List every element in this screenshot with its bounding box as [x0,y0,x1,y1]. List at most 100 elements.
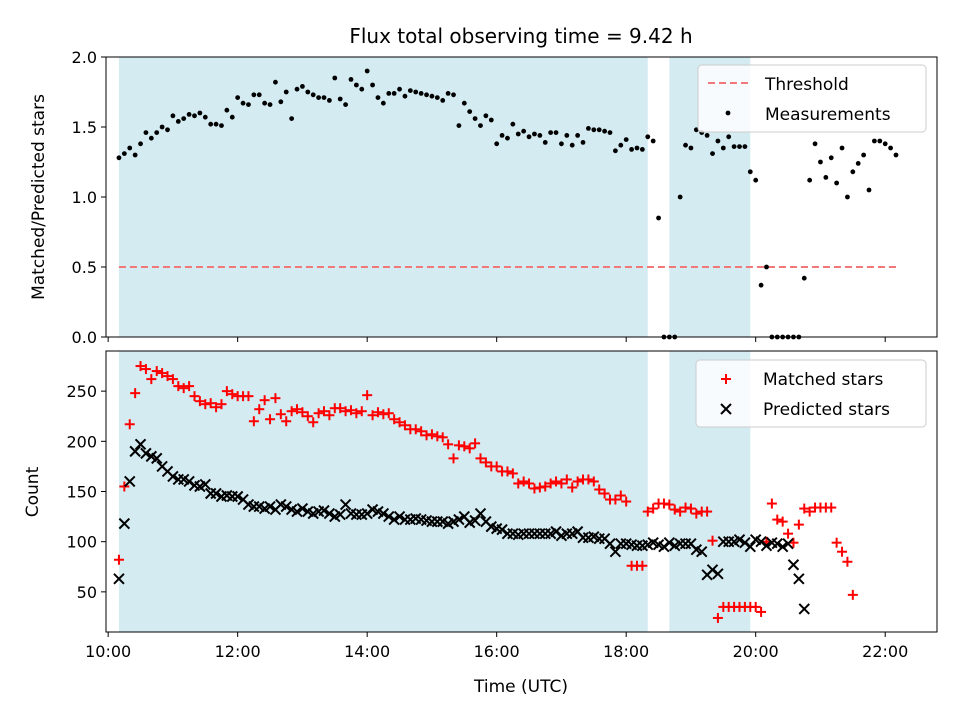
measurement-point [235,95,241,100]
measurement-point [143,130,149,136]
legend-predicted-swatch [720,403,732,415]
matched-star-point [124,419,135,430]
y-tick-label: 1.5 [72,118,97,137]
matched-star-point [540,481,551,492]
predicted-star-point [140,447,152,460]
measurement-point [828,155,834,161]
matched-star-point [130,388,141,399]
ratio-legend: Threshold Measurements [697,64,927,133]
matched-star-point [680,502,691,513]
measurement-point [192,113,197,119]
matched-star-point [162,371,173,382]
measurement-point [262,100,268,106]
measurement-point [720,145,726,151]
measurement-point [316,95,322,100]
measurement-point [289,116,295,121]
matched-star-point [389,414,400,425]
matched-star-point [113,554,124,565]
matched-star-point [702,506,713,517]
measurement-point [499,133,505,138]
measurement-point [845,194,850,200]
measurement-point [343,102,348,107]
matched-star-point [777,516,788,527]
measurement-point [612,148,618,154]
ratio-panel: 0.00.51.01.52.0 Matched/Predicted stars … [29,48,938,347]
measurement-point [370,82,375,88]
measurement-point [645,134,651,140]
matched-star-point [286,406,297,417]
measurement-point [623,137,629,143]
matched-star-point [831,537,842,548]
legend-matched-swatch [721,374,731,384]
measurement-point [127,145,133,151]
x-axis-label: Time (UTC) [473,677,568,697]
measurement-point [688,145,694,151]
measurement-point [591,127,597,133]
matched-star-point [200,399,211,410]
matched-star-point [783,528,794,539]
legend-box [695,359,927,428]
measurement-point [542,140,548,145]
matched-star-point [292,404,303,415]
matched-star-point [437,432,448,443]
matched-star-point [167,374,178,385]
predicted-star-point [124,475,136,488]
matched-star-point [621,496,632,507]
predicted-star-point [793,573,805,585]
measurement-point [251,92,257,98]
count-y-axis-label: Count [23,466,43,517]
matched-star-point [367,410,378,421]
matched-star-point [351,408,362,419]
matched-star-point [265,414,276,425]
measurement-point [407,88,413,93]
legend-measurements-swatch [725,110,731,116]
matched-star-point [464,443,475,454]
x-tick-label: 20:00 [733,642,779,661]
chart-title: Flux total observing time = 9.42 h [349,24,692,48]
predicted-star-point [469,514,481,527]
measurement-point [726,134,732,140]
matched-star-point [432,431,443,442]
measurement-point [607,130,613,136]
measurement-point [888,145,893,151]
measurement-point [710,151,715,157]
measurement-point [472,116,478,121]
matched-star-point [426,429,437,440]
matched-star-point [211,402,222,413]
matched-star-point [658,498,669,509]
matched-star-point [793,519,804,530]
matched-star-point [335,403,346,414]
measurement-point [677,194,683,200]
matched-star-point [297,407,308,418]
measurement-point [801,275,807,281]
legend-box [697,64,927,133]
matched-star-point [475,453,486,464]
matched-star-point [119,481,130,492]
measurement-point [219,123,224,128]
measurement-point [364,68,370,74]
matched-star-point [712,612,723,623]
measurement-point [537,133,543,138]
measurement-point [850,169,856,175]
measurement-point [321,95,327,100]
matched-star-point [594,484,605,495]
legend-predicted-label: Predicted stars [763,400,890,420]
matched-star-point [648,503,659,514]
y-tick-label: 2.0 [72,48,97,67]
legend-threshold-label: Threshold [764,75,849,95]
y-tick-label: 50 [77,583,97,602]
matched-star-point [151,366,162,377]
measurement-point [731,144,737,150]
matched-star-point [302,411,313,422]
matched-star-point [766,498,777,509]
measurement-point [283,89,289,95]
predicted-star-point [712,568,724,580]
measurement-point [246,102,251,107]
predicted-star-point [733,533,746,546]
measurement-point [882,141,888,147]
predicted-star-point [609,546,622,558]
predicted-stars-points [113,438,810,615]
measurement-point [704,133,710,138]
measurement-point [154,130,160,136]
matched-star-point [459,441,470,452]
